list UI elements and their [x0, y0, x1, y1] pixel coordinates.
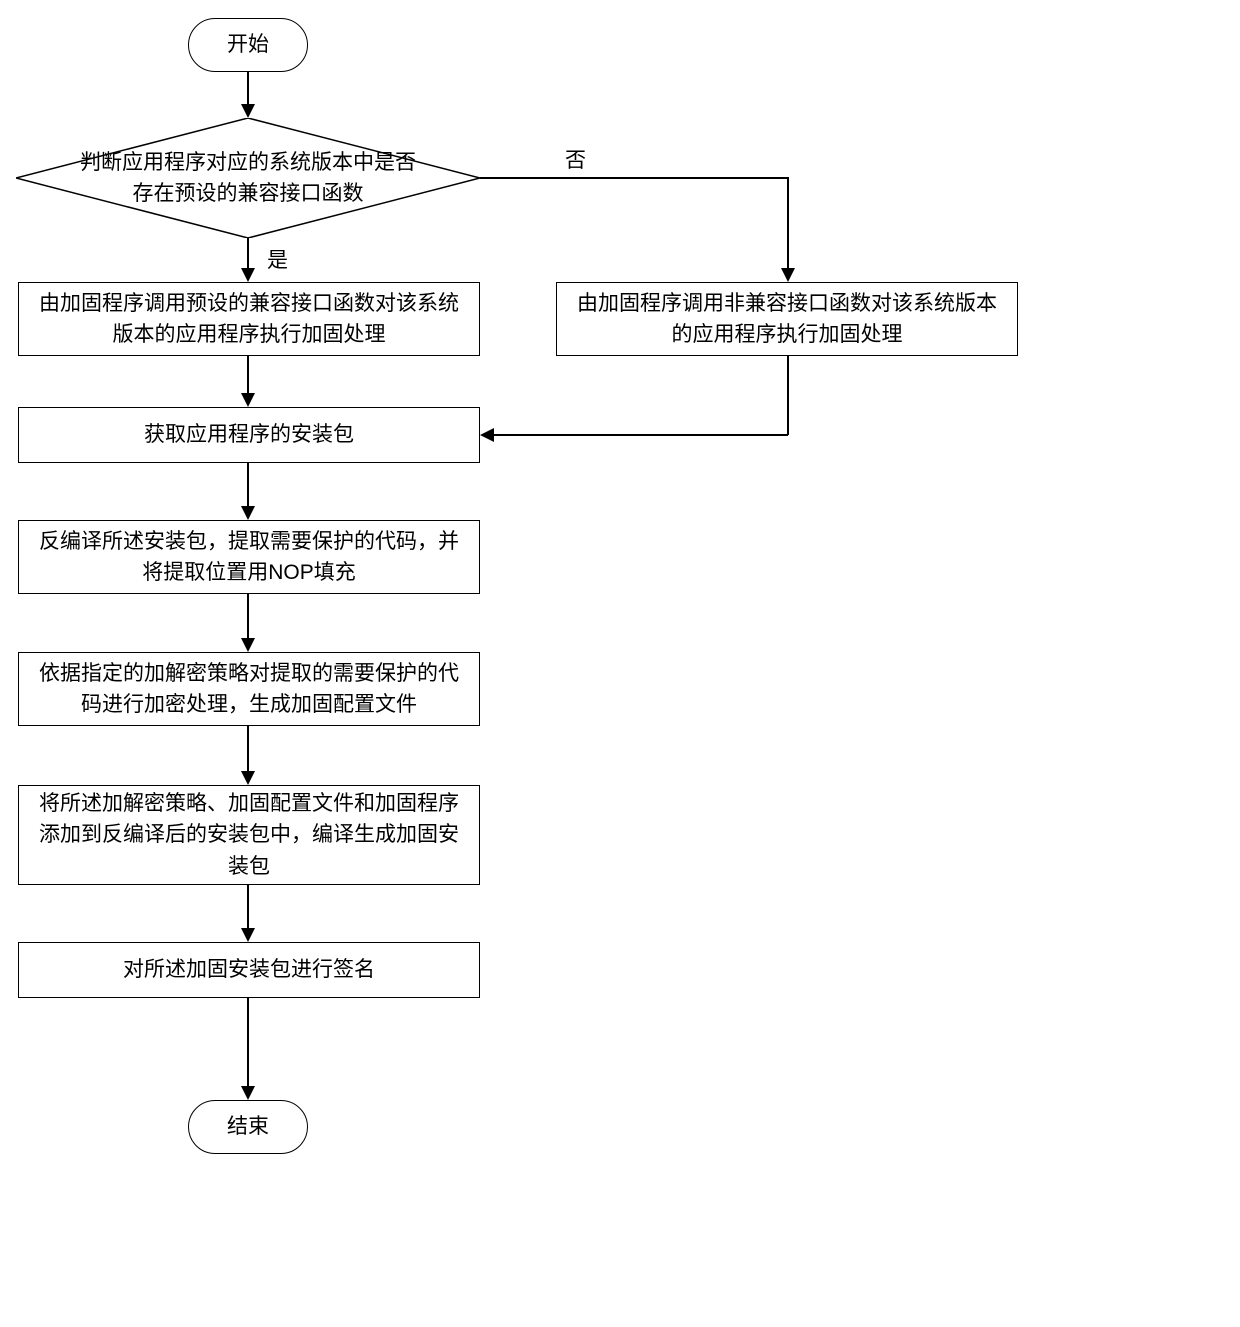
edge: [247, 594, 249, 638]
decision-line1: 判断应用程序对应的系统版本中是否: [80, 147, 416, 179]
flow-process-yes: 由加固程序调用预设的兼容接口函数对该系统 版本的应用程序执行加固处理: [18, 282, 480, 356]
p3-text: 获取应用程序的安装包: [144, 419, 354, 451]
p6-line3: 装包: [39, 851, 459, 883]
p4-line1: 反编译所述安装包，提取需要保护的代码，并: [39, 526, 459, 558]
arrowhead: [241, 928, 255, 942]
edge-label-no: 否: [562, 144, 589, 174]
p-yes-line1: 由加固程序调用预设的兼容接口函数对该系统: [39, 288, 459, 320]
edge: [247, 356, 249, 393]
p4-line2: 将提取位置用NOP填充: [39, 557, 459, 589]
flow-process-6: 将所述加解密策略、加固配置文件和加固程序 添加到反编译后的安装包中，编译生成加固…: [18, 785, 480, 885]
p6-line2: 添加到反编译后的安装包中，编译生成加固安: [39, 819, 459, 851]
p6-line1: 将所述加解密策略、加固配置文件和加固程序: [39, 788, 459, 820]
edge: [787, 177, 789, 269]
arrowhead: [241, 506, 255, 520]
p-yes-line2: 版本的应用程序执行加固处理: [39, 319, 459, 351]
edge: [247, 726, 249, 771]
p5-line2: 码进行加密处理，生成加固配置文件: [39, 689, 459, 721]
start-label: 开始: [227, 29, 269, 61]
arrowhead: [241, 1086, 255, 1100]
decision-line2: 存在预设的兼容接口函数: [80, 178, 416, 210]
arrowhead: [241, 638, 255, 652]
edge: [247, 72, 249, 106]
edge: [247, 463, 249, 506]
flow-start: 开始: [188, 18, 308, 72]
flow-end: 结束: [188, 1100, 308, 1154]
edge: [247, 998, 249, 1086]
flow-process-4: 反编译所述安装包，提取需要保护的代码，并 将提取位置用NOP填充: [18, 520, 480, 594]
arrowhead: [241, 104, 255, 118]
edge-label-yes: 是: [264, 244, 291, 274]
flow-process-3: 获取应用程序的安装包: [18, 407, 480, 463]
arrowhead: [241, 771, 255, 785]
edge: [247, 885, 249, 928]
p-no-line1: 由加固程序调用非兼容接口函数对该系统版本: [577, 288, 997, 320]
flow-decision: 判断应用程序对应的系统版本中是否 存在预设的兼容接口函数: [16, 118, 480, 238]
p5-line1: 依据指定的加解密策略对提取的需要保护的代: [39, 658, 459, 690]
p-no-line2: 的应用程序执行加固处理: [577, 319, 997, 351]
arrowhead: [781, 268, 795, 282]
edge: [787, 356, 789, 435]
arrowhead: [480, 428, 494, 442]
edge: [247, 238, 249, 268]
p7-text: 对所述加固安装包进行签名: [123, 954, 375, 986]
flow-process-7: 对所述加固安装包进行签名: [18, 942, 480, 998]
arrowhead: [241, 268, 255, 282]
flow-process-5: 依据指定的加解密策略对提取的需要保护的代 码进行加密处理，生成加固配置文件: [18, 652, 480, 726]
flow-process-no: 由加固程序调用非兼容接口函数对该系统版本 的应用程序执行加固处理: [556, 282, 1018, 356]
arrowhead: [241, 393, 255, 407]
end-label: 结束: [227, 1111, 269, 1143]
edge: [494, 434, 788, 436]
edge: [480, 177, 788, 179]
